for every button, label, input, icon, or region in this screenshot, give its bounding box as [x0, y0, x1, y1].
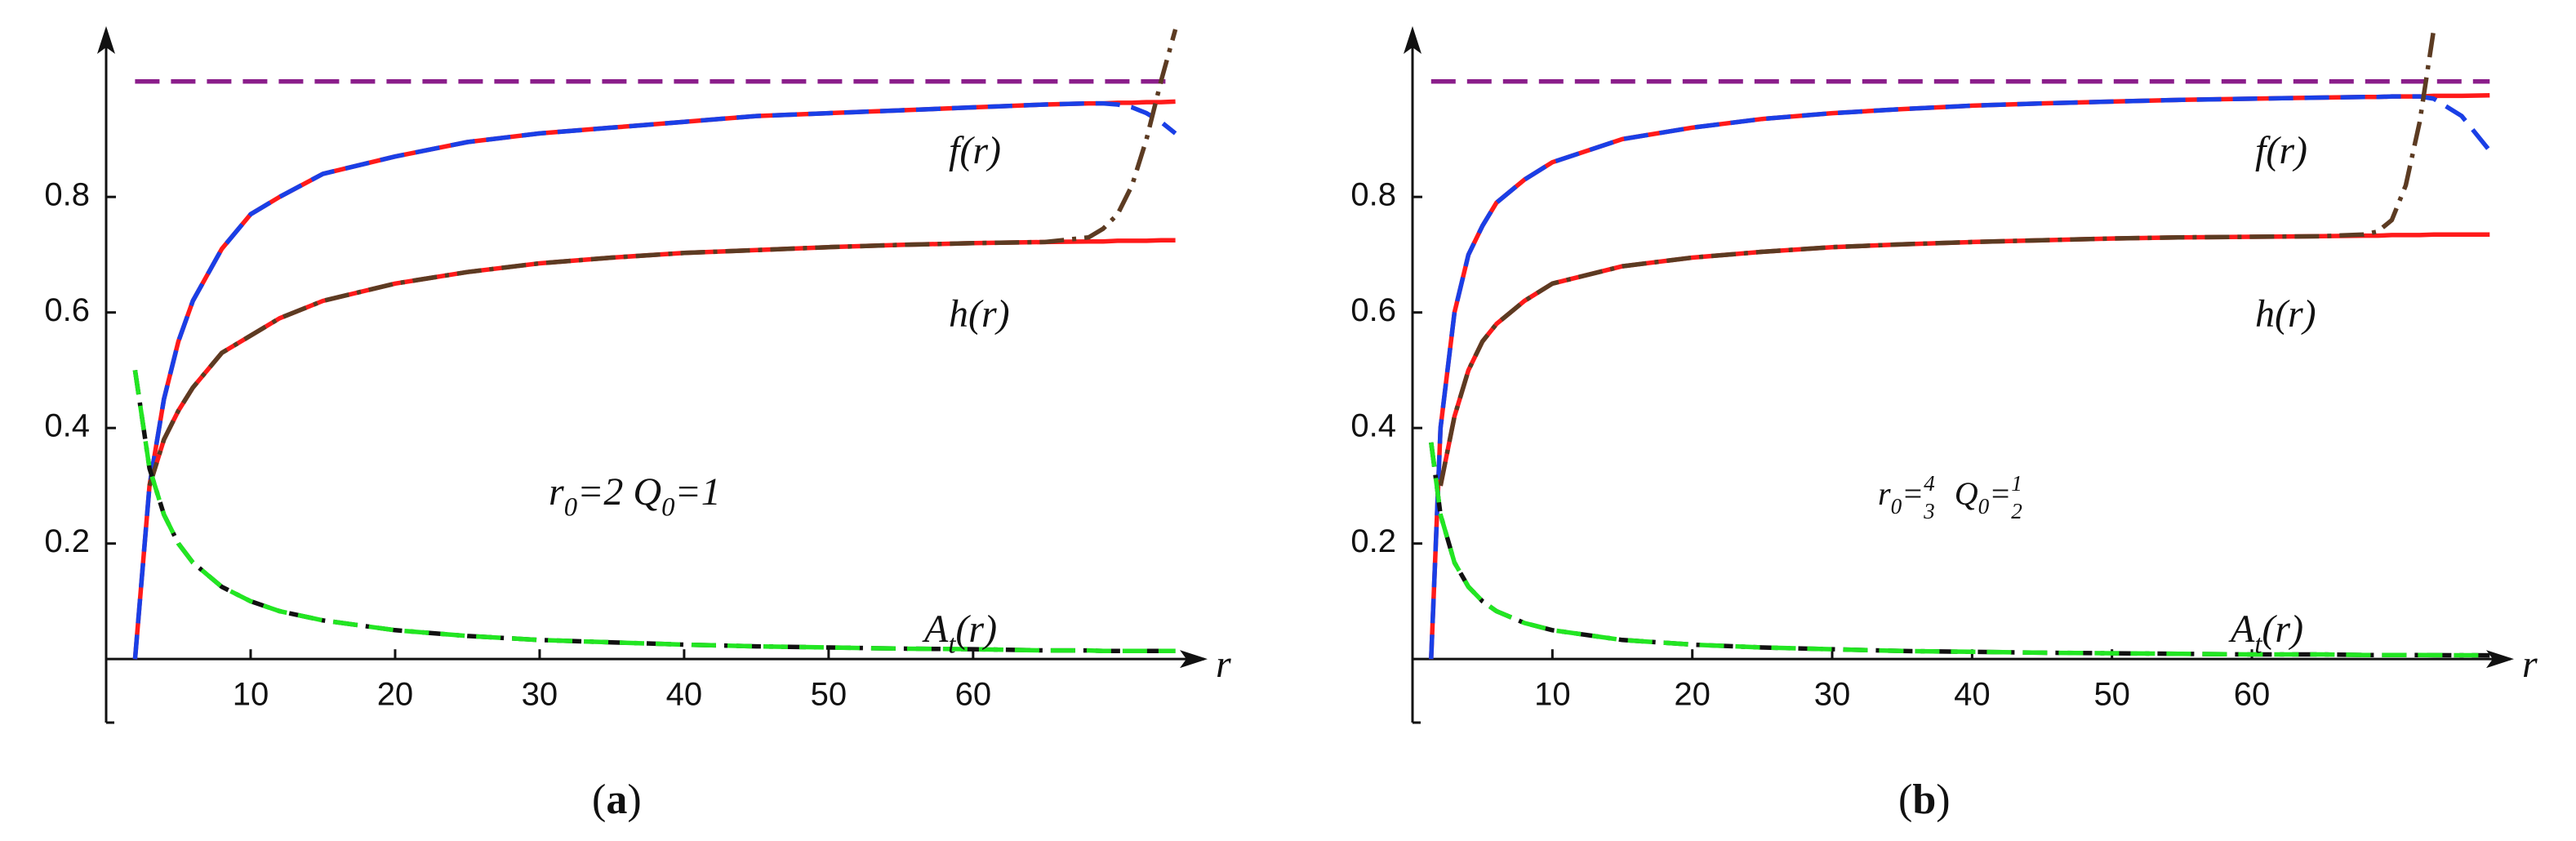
annotation: Q — [1938, 475, 1978, 512]
annotation: =1 — [674, 470, 720, 514]
annotation: 3 — [1923, 499, 1935, 523]
x-tick-label: 10 — [1534, 677, 1571, 713]
caption: b — [1912, 776, 1936, 823]
annotation: 4 — [1924, 471, 1935, 496]
y-tick-label: 0.8 — [1350, 177, 1396, 213]
annotation: 0 — [1978, 494, 1990, 518]
curve — [147, 29, 1178, 487]
annotation: 0 — [1891, 494, 1902, 518]
curve — [1438, 29, 2436, 487]
annotation: 1 — [2011, 471, 2022, 496]
annotation: = — [1989, 475, 2011, 512]
curve-label: (r) — [955, 607, 997, 651]
y-tick-label: 0.2 — [44, 523, 90, 559]
caption: ( — [592, 776, 606, 823]
x-tick-label: 50 — [811, 677, 848, 713]
annotation: r — [549, 470, 564, 514]
annotation: 0 — [564, 492, 577, 522]
curve-label: t — [948, 630, 956, 659]
curve-label: h(r) — [2255, 292, 2316, 336]
curve-label: h(r) — [949, 292, 1010, 336]
x-tick-label: 60 — [955, 677, 992, 713]
curve-label: A — [2228, 607, 2255, 651]
x-tick-label: 60 — [2234, 677, 2271, 713]
y-tick-label: 0.6 — [1350, 292, 1396, 328]
curve-label: f(r) — [949, 129, 1001, 172]
y-tick-label: 0.4 — [44, 408, 90, 444]
curve — [132, 369, 1176, 654]
curve — [1429, 94, 2492, 660]
x-tick-label: 50 — [2093, 677, 2130, 713]
curve — [132, 100, 1177, 660]
annotation: = — [1902, 475, 1924, 512]
curve — [147, 238, 1176, 487]
x-tick-label: 10 — [233, 677, 269, 713]
curve-label: f(r) — [2255, 129, 2307, 172]
x-tick-label: 20 — [1674, 677, 1711, 713]
y-tick-label: 0.4 — [1350, 408, 1396, 444]
annotation: 2 — [2011, 499, 2022, 523]
y-tick-label: 0.2 — [1350, 523, 1396, 559]
x-axis-label: r — [1216, 643, 1231, 686]
caption: ( — [1898, 776, 1912, 823]
annotation: r — [1878, 475, 1891, 512]
x-tick-label: 30 — [1814, 677, 1851, 713]
curve — [1429, 92, 2490, 660]
curve-label: (r) — [2262, 607, 2303, 651]
caption: ) — [1936, 776, 1950, 823]
x-tick-label: 20 — [377, 677, 414, 713]
curve — [1429, 442, 2490, 658]
x-tick-label: 30 — [522, 677, 558, 713]
curve-label: t — [2254, 630, 2262, 659]
caption: ) — [627, 776, 641, 823]
curve — [1438, 232, 2490, 487]
y-tick-label: 0.6 — [44, 292, 90, 328]
annotation: =2 Q — [577, 470, 661, 514]
caption: a — [606, 776, 627, 823]
curve-label: A — [922, 607, 949, 651]
y-tick-label: 0.8 — [44, 177, 90, 213]
curve — [132, 99, 1176, 660]
curve — [1429, 442, 2490, 658]
annotation: 0 — [661, 492, 674, 522]
x-axis-label: r — [2522, 643, 2538, 686]
x-tick-label: 40 — [666, 677, 703, 713]
x-tick-label: 40 — [1954, 677, 1991, 713]
